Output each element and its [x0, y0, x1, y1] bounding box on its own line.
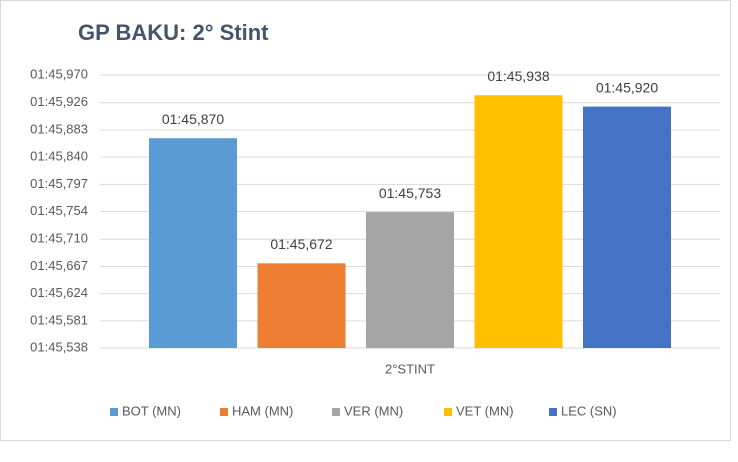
bar	[257, 263, 346, 348]
y-tick-label: 01:45,624	[30, 285, 88, 300]
legend-label: BOT (MN)	[122, 403, 181, 418]
value-label: 01:45,938	[487, 68, 549, 84]
legend-swatch	[110, 408, 118, 416]
y-tick-label: 01:45,883	[30, 121, 88, 136]
bar	[583, 106, 671, 348]
y-tick-label: 01:45,926	[30, 94, 88, 109]
value-label: 01:45,672	[270, 236, 332, 252]
legend-swatch	[332, 408, 340, 416]
x-tick-label: 2°STINT	[385, 361, 435, 376]
legend-swatch	[549, 408, 557, 416]
y-tick-label: 01:45,581	[30, 312, 88, 327]
legend-label: VET (MN)	[456, 403, 514, 418]
y-tick-label: 01:45,970	[30, 66, 88, 81]
value-label: 01:45,920	[596, 79, 658, 95]
bar	[149, 138, 237, 348]
y-tick-label: 01:45,710	[30, 231, 88, 246]
value-label: 01:45,753	[379, 185, 441, 201]
y-tick-label: 01:45,667	[30, 258, 88, 273]
chart-title: GP BAKU: 2° Stint	[78, 20, 269, 45]
legend-label: VER (MN)	[344, 403, 403, 418]
bar	[474, 95, 563, 348]
y-tick-label: 01:45,754	[30, 203, 88, 218]
legend-label: HAM (MN)	[232, 403, 293, 418]
legend-label: LEC (SN)	[561, 403, 617, 418]
bar	[366, 212, 454, 348]
y-tick-label: 01:45,538	[30, 339, 88, 354]
y-tick-label: 01:45,840	[30, 149, 88, 164]
legend-swatch	[220, 408, 228, 416]
legend-swatch	[444, 408, 452, 416]
y-tick-label: 01:45,797	[30, 176, 88, 191]
value-label: 01:45,870	[162, 111, 224, 127]
